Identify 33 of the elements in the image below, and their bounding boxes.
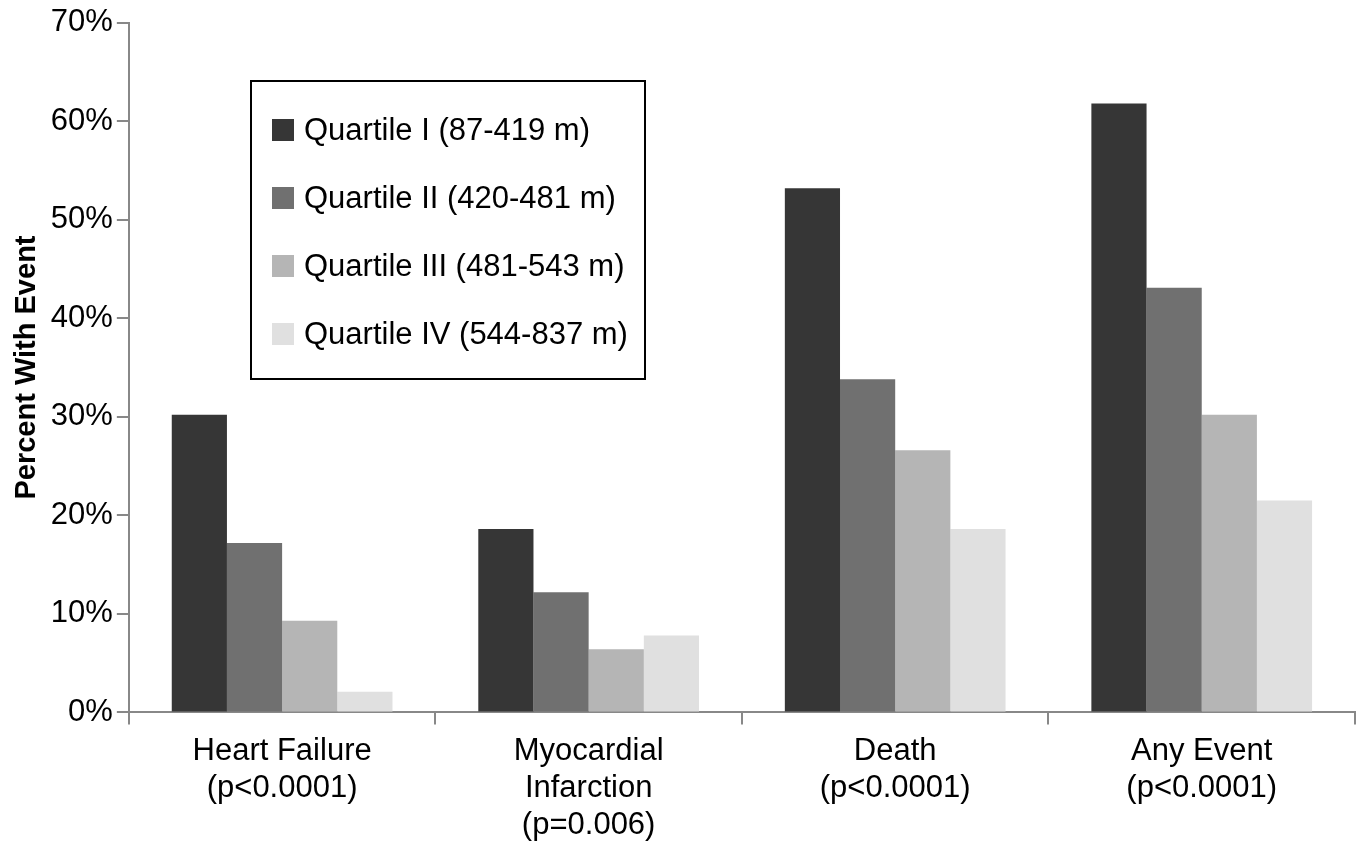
bar — [282, 620, 338, 712]
bar — [895, 450, 951, 712]
bar — [1146, 287, 1202, 712]
legend-label: Quartile II (420-481 m) — [304, 180, 616, 216]
y-tick-label: 40% — [50, 298, 113, 334]
bar — [840, 379, 896, 712]
x-tick-label: Myocardial Infarction (p=0.006) — [513, 731, 664, 841]
y-axis-title: Percent With Event — [9, 235, 42, 500]
x-tick-label: Heart Failure (p<0.0001) — [192, 731, 372, 804]
y-tick-label: 30% — [50, 397, 113, 433]
y-tick-label: 50% — [50, 200, 113, 236]
bar — [784, 188, 841, 712]
legend-label: Quartile III (481-543 m) — [304, 248, 625, 284]
x-tick-label: Any Event (p<0.0001) — [1126, 731, 1278, 804]
bar — [171, 414, 227, 712]
y-tick-label: 20% — [50, 495, 113, 531]
x-tick-label: Death (p<0.0001) — [819, 731, 971, 804]
y-tick-label: 10% — [50, 594, 113, 630]
bar — [588, 649, 644, 712]
bar — [478, 529, 534, 712]
bar — [337, 691, 393, 712]
bar — [533, 592, 589, 712]
bar — [226, 542, 283, 712]
y-tick-label: 0% — [68, 692, 113, 728]
bar — [643, 635, 700, 712]
bar — [950, 529, 1006, 712]
bar — [1091, 103, 1147, 712]
y-tick-label: 60% — [50, 101, 113, 137]
bar — [1201, 414, 1257, 712]
bar — [1256, 500, 1313, 712]
legend-label: Quartile I (87-419 m) — [304, 112, 590, 148]
y-tick-label: 70% — [50, 3, 113, 39]
legend-label: Quartile IV (544-837 m) — [304, 316, 628, 352]
